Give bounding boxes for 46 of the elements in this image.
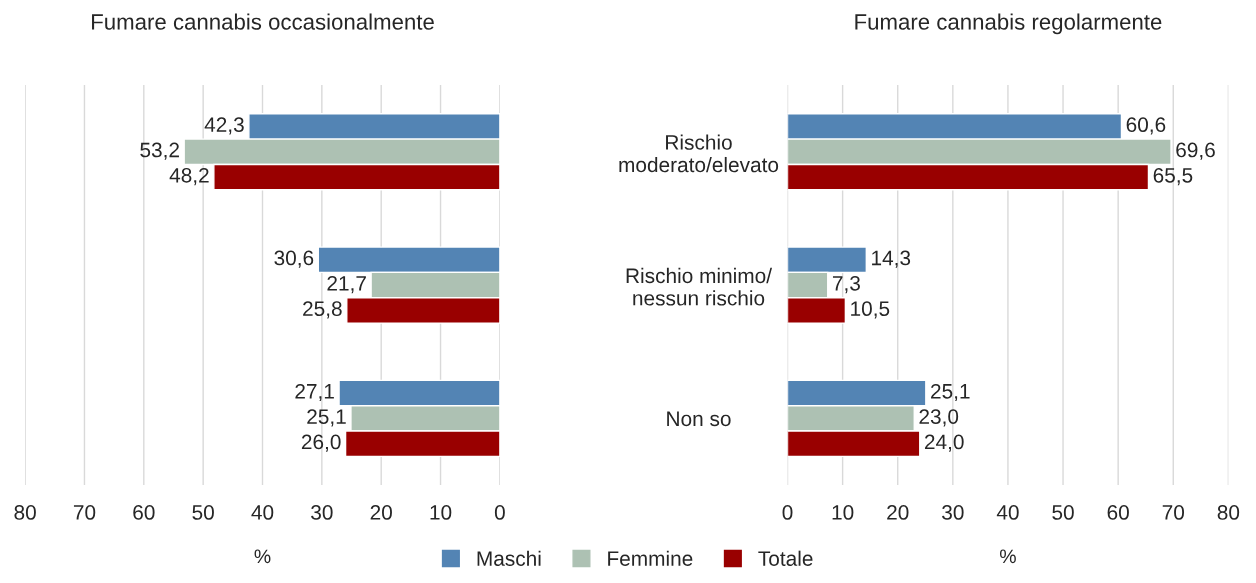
x-tick-label: 0 (782, 505, 793, 520)
x-tick-label: 30 (942, 505, 964, 520)
data-label: 26,0 (301, 434, 341, 452)
data-label: 23,0 (919, 409, 959, 427)
data-label: 10,5 (851, 301, 890, 319)
x-tick-label: 70 (1162, 505, 1185, 520)
x-tick-label: 80 (1217, 505, 1240, 520)
x-tick-label: 80 (14, 505, 36, 520)
x-tick-label: 70 (73, 505, 96, 520)
chart-title: Fumare cannabis occasionalmente (92, 13, 434, 30)
y-tick-label: Non so (667, 411, 731, 427)
data-label: 25,8 (303, 301, 342, 319)
data-label: 24,0 (924, 434, 964, 452)
x-tick-label: 60 (1107, 505, 1129, 520)
x-tick-label: 50 (1052, 505, 1074, 520)
data-label: 27,1 (295, 383, 334, 402)
x-axis-title: % (999, 549, 1016, 564)
data-label: 53,2 (140, 142, 179, 160)
data-label: 30,6 (274, 250, 314, 268)
legend-label: Totale (758, 550, 813, 566)
x-tick-label: 20 (370, 505, 392, 520)
x-axis-title: % (254, 549, 271, 564)
data-label: 69,6 (1176, 142, 1215, 160)
x-tick-label: 30 (311, 505, 333, 520)
x-tick-label: 40 (251, 505, 274, 520)
data-label: 42,3 (204, 117, 244, 135)
data-label: 65,5 (1153, 167, 1193, 186)
x-tick-label: 10 (430, 505, 452, 520)
x-tick-label: 20 (887, 505, 909, 520)
data-label: 14,3 (872, 250, 911, 268)
x-tick-label: 40 (996, 505, 1019, 520)
x-tick-label: 60 (133, 505, 155, 520)
legend-label: Maschi (477, 550, 541, 566)
y-tick-label: Rischio minimo/ nessun rischio (626, 267, 773, 306)
chart-title: Fumare cannabis regolarmente (855, 13, 1162, 35)
y-tick-label: Rischio moderato/elevato (619, 134, 779, 173)
legend-label: Femmine (608, 550, 693, 566)
data-label: 60,6 (1126, 117, 1166, 135)
data-label: 21,7 (327, 275, 366, 294)
data-label: 25,1 (307, 409, 346, 427)
data-label: 7,3 (832, 275, 860, 294)
x-tick-label: 0 (494, 505, 505, 520)
x-tick-label: 10 (832, 505, 854, 520)
data-label: 25,1 (931, 383, 970, 402)
x-tick-label: 50 (192, 505, 214, 520)
data-label: 48,2 (169, 167, 209, 186)
